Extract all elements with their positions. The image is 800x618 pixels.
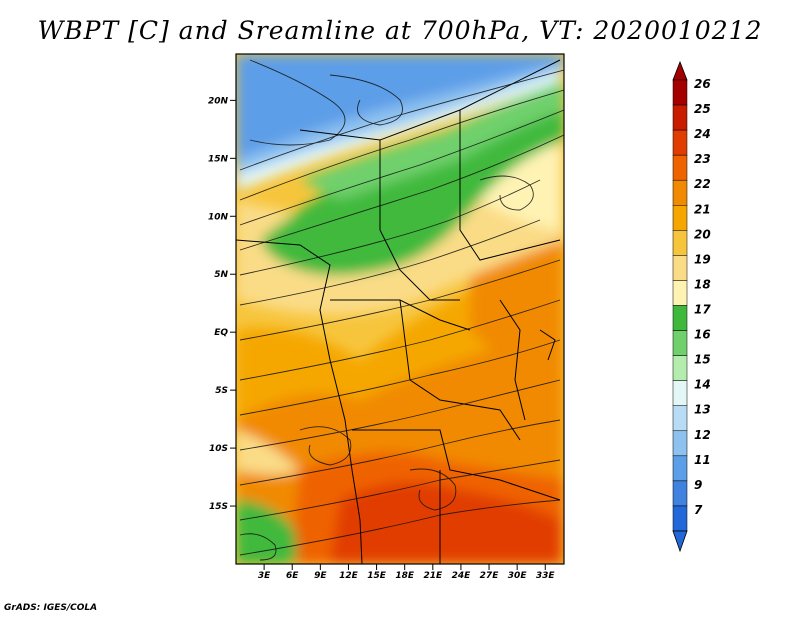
wbpt-field — [236, 54, 564, 564]
lon-tick-label: 12E — [339, 571, 359, 581]
colorbar-label: 7 — [694, 503, 703, 517]
colorbar-label: 18 — [694, 277, 711, 291]
lon-tick-label: 21E — [423, 571, 443, 581]
lon-tick-label: 6E — [286, 571, 299, 581]
colorbar-label: 26 — [694, 77, 711, 91]
field-orange-east — [470, 225, 564, 400]
map-title: WBPT [C] and Sreamline at 700hPa, VT: 20… — [37, 16, 763, 45]
colorbar-swatch — [672, 380, 688, 406]
colorbar-label: 14 — [694, 378, 711, 392]
field-blue-deep — [236, 54, 564, 160]
lat-tick-label: 5S — [215, 386, 228, 396]
streamline — [239, 299, 561, 381]
border — [330, 299, 471, 331]
streamline — [239, 219, 541, 306]
border — [499, 299, 526, 421]
streamline — [239, 533, 277, 561]
colorbar-swatch — [672, 330, 688, 356]
colorbar-label: 13 — [694, 403, 711, 417]
lat-tick-label: 5N — [214, 270, 228, 280]
streamline — [239, 379, 561, 451]
lon-tick-label: 18E — [395, 571, 415, 581]
streamline — [239, 459, 561, 521]
colorbar-swatch — [672, 405, 688, 432]
colorbar-swatch — [672, 480, 688, 507]
streamline — [239, 89, 564, 201]
lat-tick-label: 15N — [208, 154, 229, 164]
colorbar-label: 25 — [694, 102, 711, 116]
border — [379, 140, 460, 301]
field-yellow-southwest — [236, 430, 300, 475]
colorbar-swatch — [672, 505, 688, 532]
streamline — [249, 59, 346, 146]
field-red-core — [330, 482, 560, 564]
colorbar: 26 25 24 23 22 21 20 19 18 17 16 15 14 13 12 11 9 7 — [672, 60, 711, 553]
colorbar-swatch — [672, 79, 688, 106]
colorbar-swatch — [672, 154, 688, 181]
streamlines — [239, 59, 564, 561]
colorbar-bottom-arrow — [672, 530, 688, 553]
longitude-axis: 3E 6E 9E 12E 15E 18E 21E 24E 27E 30E 33E — [258, 564, 556, 581]
streamline — [239, 179, 541, 276]
lat-tick-label: 20N — [208, 96, 229, 106]
lon-tick-label: 15E — [367, 571, 387, 581]
streamline — [239, 499, 561, 556]
colorbar-swatch — [672, 129, 688, 156]
colorbar-label: 12 — [694, 428, 711, 442]
streamline — [239, 134, 564, 251]
streamline — [479, 175, 534, 211]
colorbar-swatch — [672, 280, 688, 306]
colorbar-swatch — [672, 455, 688, 482]
footer-credit: GrADS: IGES/COLA — [4, 603, 98, 613]
colorbar-swatch — [672, 179, 688, 206]
latitude-axis: 20N 15N 10N 5N EQ 5S 10S 15S — [208, 96, 236, 512]
colorbar-swatch — [672, 230, 688, 256]
streamline — [239, 339, 561, 416]
colorbar-label: 20 — [694, 227, 711, 241]
colorbar-label: 19 — [694, 252, 711, 266]
lon-tick-label: 27E — [480, 571, 500, 581]
streamline — [299, 426, 352, 466]
lon-tick-label: 30E — [508, 571, 528, 581]
colorbar-label: 21 — [694, 202, 711, 216]
streamline — [409, 468, 457, 511]
colorbar-label: 15 — [694, 353, 711, 367]
lat-tick-label: 10N — [208, 212, 229, 222]
streamline — [239, 109, 564, 226]
lon-tick-label: 33E — [536, 571, 556, 581]
colorbar-label: 11 — [694, 453, 711, 467]
lon-tick-label: 3E — [258, 571, 271, 581]
colorbar-label: 16 — [694, 328, 711, 342]
colorbar-top-arrow — [672, 60, 688, 81]
lake-border — [539, 329, 556, 361]
plot-frame — [235, 53, 565, 565]
colorbar-label: 9 — [694, 478, 702, 492]
lat-tick-label: 15S — [209, 502, 228, 512]
border — [299, 59, 561, 141]
colorbar-swatch — [672, 255, 688, 281]
coastline — [236, 239, 363, 564]
colorbar-swatch — [672, 104, 688, 131]
streamline — [239, 69, 564, 171]
colorbar-swatch — [672, 430, 688, 457]
colorbar-swatch — [672, 305, 688, 331]
lon-tick-label: 9E — [314, 571, 327, 581]
streamline — [239, 419, 561, 486]
border — [459, 110, 561, 261]
borders — [236, 59, 561, 564]
colorbar-label: 22 — [694, 177, 711, 191]
lat-tick-label: 10S — [209, 444, 228, 454]
colorbar-swatch — [672, 355, 688, 381]
colorbar-label: 17 — [694, 303, 711, 317]
border — [399, 299, 521, 441]
colorbar-swatch — [672, 205, 688, 231]
lat-tick-label: EQ — [214, 328, 228, 338]
colorbar-label: 23 — [694, 152, 711, 166]
lon-tick-label: 24E — [452, 571, 472, 581]
colorbar-label: 24 — [694, 127, 711, 141]
border — [352, 429, 561, 501]
streamline — [329, 74, 403, 126]
